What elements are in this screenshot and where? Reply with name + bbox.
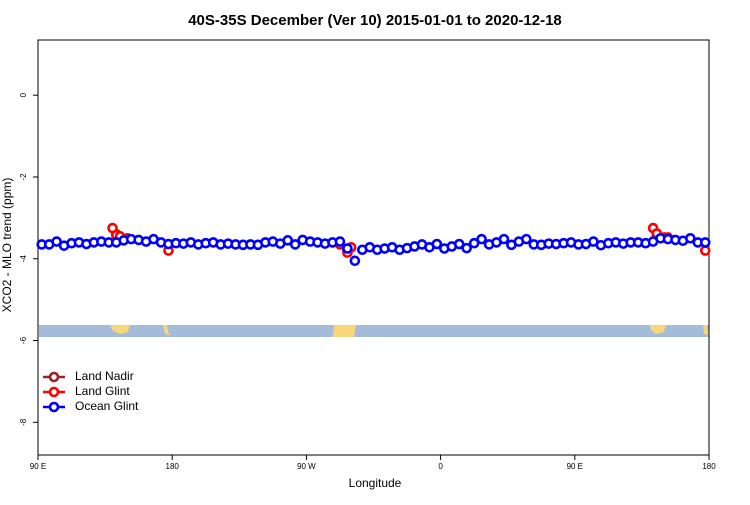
data-point [699,245,711,256]
land [110,325,130,334]
legend-label: Land Nadir [75,369,134,383]
data-point [461,242,472,254]
land-ocean-strip [39,325,709,337]
data-point [468,237,480,249]
legend-marker [48,386,60,398]
legend-label: Land Glint [75,384,130,398]
legend-marker [48,371,60,383]
data-point [51,236,62,247]
y-axis-label: XCO2 - MLO trend (ppm) [0,178,14,313]
ocean-strip [39,325,709,337]
y-tick-label: -6 [19,336,28,344]
legend-label: Ocean Glint [75,399,139,413]
data-point [342,243,353,254]
data-point [685,233,696,244]
data-point [453,238,465,250]
data-point [476,233,487,245]
x-tick-label: 90 W [297,462,316,471]
y-tick-label: -4 [19,255,28,263]
x-axis-label: Longitude [349,476,402,490]
x-tick-label: 0 [438,462,443,471]
land [333,325,356,337]
x-tick-label: 90 E [30,462,46,471]
data-point [289,239,301,250]
x-tick-label: 180 [702,462,716,471]
land [650,325,666,334]
y-tick-label: -8 [19,418,28,426]
data-point [699,237,711,248]
chart-title: 40S-35S December (Ver 10) 2015-01-01 to … [188,12,562,29]
x-tick-label: 90 E [567,462,583,471]
data-point [431,238,443,250]
y-tick-label: 0 [19,92,28,97]
data-point [334,236,346,247]
y-tick-label: -2 [19,173,28,181]
data-point [498,233,510,245]
land [703,325,709,335]
land [163,325,170,335]
legend-marker [48,401,60,413]
data-point [349,255,361,267]
data-point [282,235,294,246]
data-point [521,233,532,245]
x-tick-label: 180 [166,462,180,471]
